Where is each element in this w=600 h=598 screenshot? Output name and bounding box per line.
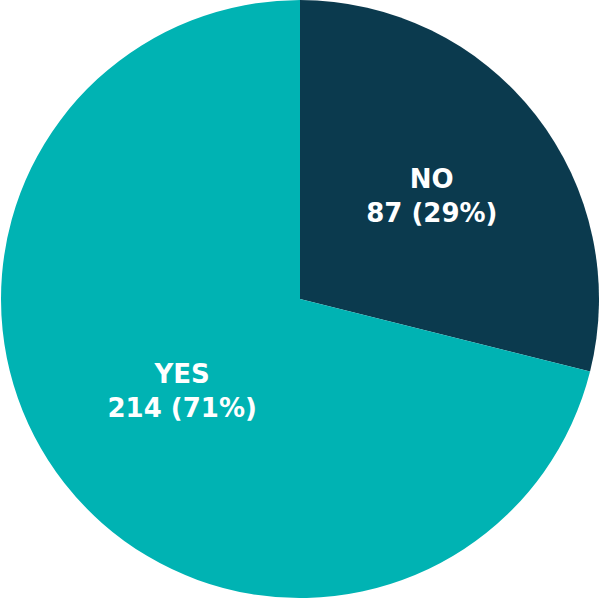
svg-text:NO87 (29%): NO87 (29%)	[366, 164, 497, 228]
svg-text:YES214 (71%): YES214 (71%)	[107, 359, 256, 423]
